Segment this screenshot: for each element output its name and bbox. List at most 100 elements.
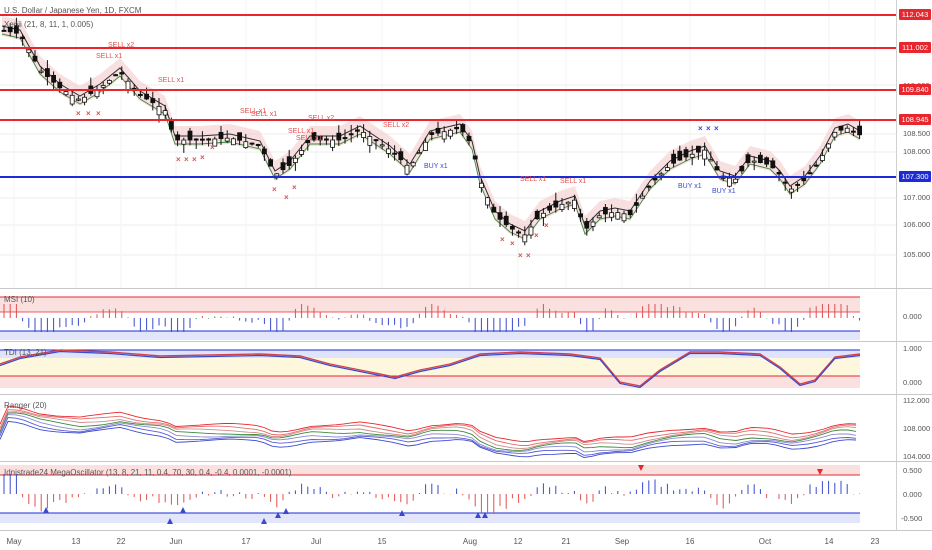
candle-body [789,188,794,193]
sell-marker: × [284,193,289,202]
mid-band-zone [0,358,860,376]
tdi-canvas[interactable] [0,342,896,394]
buy-arrow-marker [275,512,281,518]
signal-label: SELL x1 [240,108,266,115]
candle-body [478,182,484,189]
buy-arrow-marker [261,518,267,524]
candle-body [634,202,639,206]
tdi-axis[interactable]: 1.000 0.000 [896,342,932,394]
mega-oscillator-canvas[interactable] [0,462,896,530]
candle-body [565,201,571,205]
buy-arrow-marker [180,507,186,513]
time-axis-label: 15 [377,537,387,546]
candle-body [206,138,212,141]
sell-marker: × [526,251,531,260]
time-axis-label: 21 [561,537,571,546]
price-chart-pane[interactable]: SELL x2 SELL x1 SELL x1 SELL x1 SELL x1 SELL … [0,0,896,288]
sell-marker: × [500,235,505,244]
candle-body [770,160,776,169]
candle-body [26,49,32,54]
candle-body [596,215,602,219]
candle-body [590,221,596,227]
signal-label: BUY x1 [678,183,702,190]
candle-body [398,151,404,161]
price-axis-label: 108.000 [903,147,931,156]
candle-body [621,213,627,222]
ranger-canvas[interactable] [0,395,896,461]
candle-body [547,205,552,211]
candle-body [63,91,69,96]
candle-body [354,129,360,132]
candle-body [199,138,205,141]
sell-marker: × [192,155,197,164]
mega-axis-label: 0.500 [903,466,922,475]
symbol-title[interactable]: U.S. Dollar / Japanese Yen, 1D, FXCM [4,6,142,15]
candle-body [851,130,856,133]
msi-pane[interactable]: MSI (10) [0,289,896,341]
candle-body [609,212,614,218]
ranger-pane[interactable]: Ranger (20) [0,395,896,461]
candle-body [224,137,230,142]
candle-body [485,197,491,206]
mega-oscillator-pane[interactable]: Idnistrade24 MegaOscillator (13, 8, 21, … [0,462,896,530]
sell-marker: × [184,155,189,164]
upper-band-zone [0,350,860,358]
mega-oscillator-axis[interactable]: 0.500 0.000 -0.500 [896,462,932,530]
tdi-title[interactable]: TDI (13, 21) [4,348,47,357]
oversold-zone [0,513,860,523]
candle-body [603,207,608,215]
time-axis-label: 13 [71,537,81,546]
sell-marker: × [518,251,523,260]
mega-oscillator-title[interactable]: Idnistrade24 MegaOscillator (13, 8, 21, … [4,468,292,477]
candle-body [447,129,453,137]
candle-body [584,221,590,229]
main-indicator-title[interactable]: Xenii (21, 8, 11, 1, 0.005) [4,20,94,29]
sell-marker: × [210,143,215,152]
signal-label: SELL x2 [308,115,334,122]
sell-marker: × [272,185,277,194]
candle-body [410,162,416,167]
candle-body [175,134,181,141]
msi-axis[interactable]: 0.000 [896,289,932,341]
oversold-zone [0,331,860,340]
candle-body [261,148,267,155]
candle-body [671,153,676,164]
ranger-axis-label: 104.000 [903,452,931,461]
candle-body [57,81,63,89]
signal-label: SELL x1 [560,178,586,185]
candle-body [243,141,249,149]
ranger-axis[interactable]: 112.000 108.000 104.000 [896,395,932,461]
msi-axis-label: 0.000 [903,312,922,321]
candle-body [373,139,379,142]
mega-axis-label: -0.500 [901,514,923,523]
buy-arrow-marker [475,512,481,518]
candle-body [820,155,825,161]
ranger-line [0,409,857,446]
time-axis-label: 16 [685,537,695,546]
candle-body [528,226,534,236]
price-axis[interactable]: 110.000 108.500 108.000 107.000 106.000 … [896,0,932,288]
candle-body [125,80,131,90]
candle-body [100,85,106,88]
candle-body [516,231,521,234]
resistance-level-tag: 109.840 [899,84,931,95]
time-axis[interactable]: May 13 22 Jun 17 Jul 15 Aug 12 21 Sep 16… [0,531,932,550]
candle-body [646,185,652,188]
candle-body [665,167,670,171]
candle-body [429,132,435,135]
sell-marker: × [176,155,181,164]
tdi-pane[interactable]: TDI (13, 21) [0,342,896,394]
candle-body [807,172,813,175]
candle-body [330,139,336,148]
ranger-title[interactable]: Ranger (20) [4,401,47,410]
cloud-band [2,16,860,241]
candle-body [441,131,447,140]
candle-body [795,183,800,186]
msi-canvas[interactable] [0,289,896,341]
candle-body [32,55,38,62]
resistance-level-tag: 112.043 [899,9,931,20]
candle-body [733,178,738,183]
msi-title[interactable]: MSI (10) [4,295,35,304]
candle-body [522,234,528,243]
